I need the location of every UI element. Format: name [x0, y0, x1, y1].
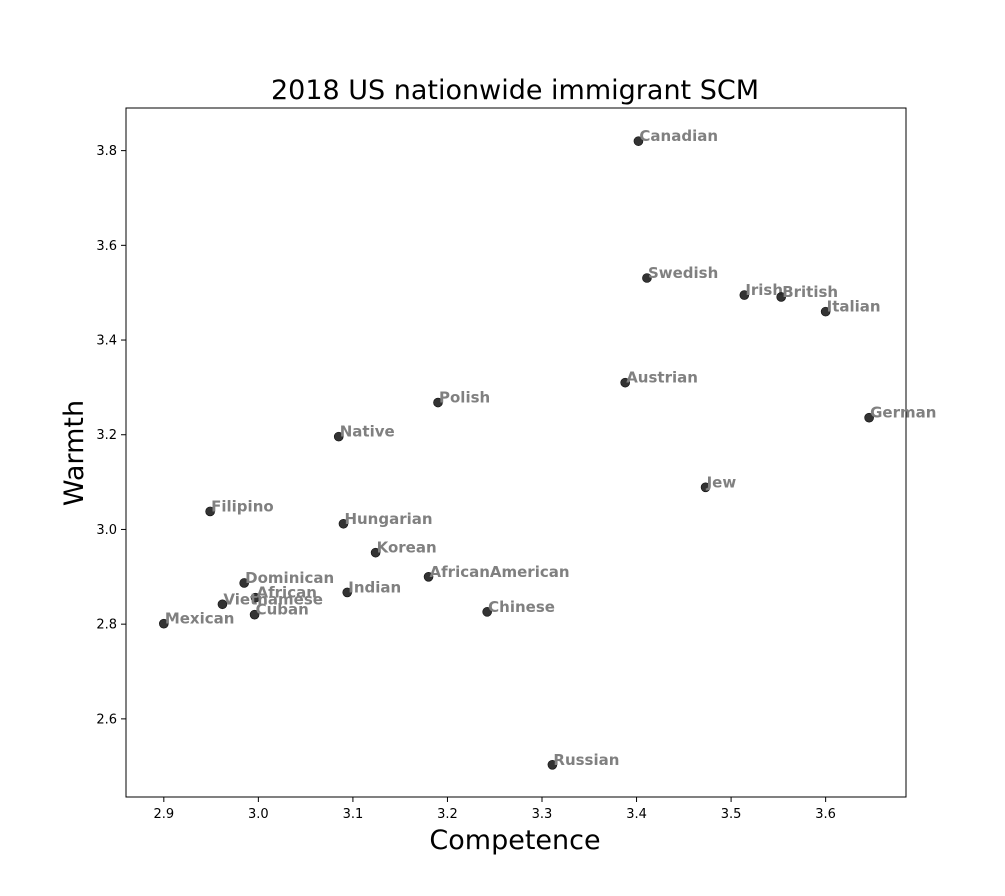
- x-tick-label: 3.5: [721, 807, 742, 822]
- point-label: Jew: [706, 473, 737, 491]
- scatter-point: [739, 290, 750, 300]
- y-tick-label: 2.8: [96, 618, 117, 633]
- x-tick-label: 2.9: [153, 807, 174, 822]
- scatter-point: [205, 506, 215, 517]
- chart-title: 2018 US nationwide immigrant SCM: [271, 75, 759, 106]
- scatter-point: [338, 518, 349, 529]
- y-tick-label: 3.4: [96, 334, 117, 349]
- point-label: Austrian: [626, 369, 698, 387]
- scatter-point: [239, 578, 249, 588]
- y-tick-label: 2.6: [96, 712, 117, 727]
- scatter-point: [776, 292, 787, 302]
- y-tick-label: 3.6: [96, 239, 117, 254]
- y-axis-label: Warmth: [59, 400, 90, 506]
- scatter-point: [159, 618, 169, 629]
- scatter-point: [433, 397, 443, 408]
- scatter-point: [482, 607, 492, 617]
- x-tick-label: 3.1: [343, 807, 364, 822]
- point-label: British: [782, 283, 838, 301]
- scatter-point: [370, 547, 381, 558]
- point-label: Chinese: [488, 598, 555, 616]
- point-label: Italian: [827, 298, 881, 316]
- y-tick-label: 3.8: [96, 144, 117, 159]
- scatter-point: [633, 136, 644, 146]
- point-label: Mexican: [165, 610, 235, 628]
- scatter-point: [333, 431, 344, 442]
- point-label: Russian: [553, 751, 619, 769]
- point-label: German: [870, 404, 936, 422]
- scatter-point: [217, 599, 228, 610]
- x-tick-label: 3.4: [626, 807, 647, 822]
- x-tick-label: 3.2: [437, 807, 458, 822]
- point-label: Korean: [377, 539, 437, 557]
- y-tick-label: 3.0: [96, 523, 117, 538]
- point-label: Filipino: [211, 497, 274, 515]
- x-tick-label: 3.3: [532, 807, 553, 822]
- x-tick-label: 3.6: [815, 807, 836, 822]
- scatter-point: [864, 412, 874, 423]
- scatter-point: [342, 587, 353, 598]
- point-label: Hungarian: [344, 510, 432, 528]
- point-label: Swedish: [648, 264, 718, 282]
- scatter-point: [249, 609, 260, 620]
- y-axis: 2.6 2.8 3.0 3.2 3.4 3.6 3.8: [96, 144, 126, 727]
- scatter-point: [700, 482, 711, 493]
- scatter-point: [820, 306, 831, 317]
- y-tick-label: 3.2: [96, 428, 117, 443]
- point-label: Irish: [745, 281, 783, 299]
- point-label: Canadian: [639, 127, 718, 145]
- point-label: Vietnamese: [223, 590, 323, 608]
- x-tick-label: 3.0: [248, 807, 269, 822]
- plot-frame: [125, 107, 907, 798]
- scatter-point: [250, 592, 261, 603]
- x-axis: 2.9 3.0 3.1 3.2 3.3 3.4 3.5 3.6: [153, 797, 836, 822]
- scatter-point: [620, 377, 631, 388]
- point-label: Native: [340, 423, 395, 441]
- point-label: AfricanAmerican: [430, 563, 570, 581]
- point-label: Dominican: [245, 569, 334, 587]
- scatter-point: [423, 572, 434, 582]
- point-label: African: [257, 584, 317, 602]
- point-label: Polish: [439, 389, 490, 407]
- scatter-point: [642, 273, 652, 283]
- scatter-point: [547, 759, 558, 770]
- point-label: Cuban: [256, 601, 309, 619]
- x-axis-label: Competence: [429, 825, 600, 856]
- point-label: Indian: [348, 578, 401, 596]
